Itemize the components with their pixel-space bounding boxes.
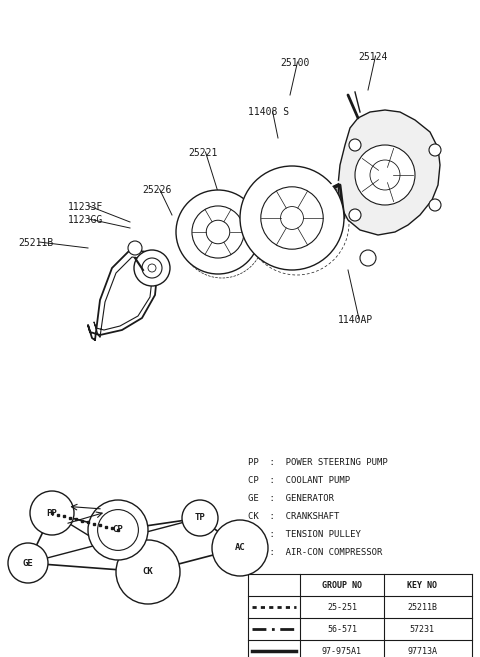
Circle shape (134, 250, 170, 286)
Text: GE: GE (23, 558, 34, 568)
Circle shape (176, 190, 260, 274)
Text: 97713A: 97713A (407, 646, 437, 656)
Text: 25226: 25226 (142, 185, 171, 195)
Text: CK: CK (143, 568, 154, 576)
Circle shape (240, 166, 344, 270)
Text: 25211B: 25211B (18, 238, 53, 248)
Text: 25124: 25124 (358, 52, 387, 62)
Circle shape (429, 199, 441, 211)
Polygon shape (338, 110, 440, 235)
Text: 11408 S: 11408 S (248, 107, 289, 117)
Text: AC  :  AIR-CON COMPRESSOR: AC : AIR-CON COMPRESSOR (248, 548, 383, 557)
Text: 11233F: 11233F (68, 202, 103, 212)
Text: PP  :  POWER STEERING PUMP: PP : POWER STEERING PUMP (248, 458, 388, 467)
Text: TP: TP (194, 514, 205, 522)
Circle shape (128, 241, 142, 255)
Text: 1123GG: 1123GG (68, 215, 103, 225)
Text: GE  :  GENERATOR: GE : GENERATOR (248, 494, 334, 503)
Circle shape (349, 209, 361, 221)
Text: 25-251: 25-251 (327, 602, 357, 612)
Circle shape (360, 250, 376, 266)
Text: 56-571: 56-571 (327, 625, 357, 633)
Text: CK  :  CRANKSHAFT: CK : CRANKSHAFT (248, 512, 339, 521)
Text: 57231: 57231 (409, 625, 434, 633)
Text: 25211B: 25211B (407, 602, 437, 612)
Circle shape (116, 540, 180, 604)
Text: 25221: 25221 (188, 148, 217, 158)
Circle shape (212, 520, 268, 576)
Circle shape (182, 500, 218, 536)
Text: PP: PP (47, 509, 58, 518)
Text: TP  :  TENSION PULLEY: TP : TENSION PULLEY (248, 530, 361, 539)
Text: 1140AP: 1140AP (338, 315, 373, 325)
Text: CP: CP (113, 526, 123, 535)
Circle shape (355, 145, 415, 205)
Circle shape (8, 543, 48, 583)
Text: 97-975A1: 97-975A1 (322, 646, 362, 656)
Text: GROUP NO: GROUP NO (322, 581, 362, 589)
Text: CP  :  COOLANT PUMP: CP : COOLANT PUMP (248, 476, 350, 485)
Circle shape (349, 139, 361, 151)
Text: AC: AC (235, 543, 245, 553)
Circle shape (30, 491, 74, 535)
Circle shape (429, 144, 441, 156)
Text: 25100: 25100 (280, 58, 310, 68)
Circle shape (88, 500, 148, 560)
Text: KEY NO: KEY NO (407, 581, 437, 589)
